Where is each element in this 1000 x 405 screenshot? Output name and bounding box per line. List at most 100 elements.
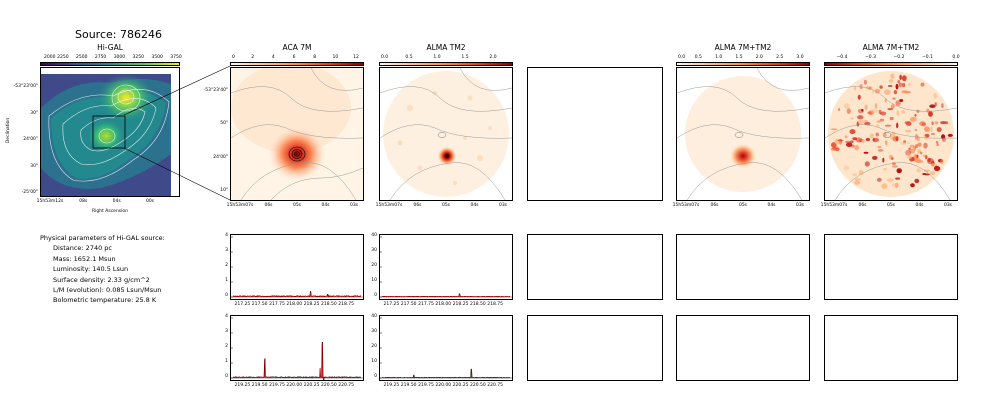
residual-blob [895,100,901,106]
resid-colorbar [824,62,958,66]
residual-blob [870,109,878,113]
residual-blob [931,121,934,125]
colorbar-tick-label: 1.5 [735,55,743,60]
colorbar-tick-label: 0.0 [678,55,686,60]
source-info: Physical parameters of Hi-GAL source: Di… [40,233,165,306]
residual-blob [872,155,878,160]
residual-blob [863,151,869,154]
ra-tick-label: 03s [498,203,508,208]
y-tick-label: 1 [225,359,228,364]
ra-tick-label: 15h53m07s [375,203,403,208]
residual-blob [901,82,906,88]
ra-tick-label: 05s [886,203,896,208]
y-tick-label: 0 [374,293,377,298]
x-tick-label: 219.75 [269,383,285,388]
residual-blob [936,127,942,133]
residual-blob [879,118,885,122]
ra-tick-label: 15h53m07s [820,203,848,208]
residual-blob [843,103,850,109]
ra-tick-label: 03s [943,203,953,208]
info-surface-density: Surface density: 2.33 g/cm^2 [53,275,150,284]
dec-tick-label: -25'00" [21,190,38,195]
residual-blob [924,136,928,141]
aca-colorbar [230,62,364,66]
x-tick-label: 220.25 [303,383,320,388]
residual-blob [888,154,894,160]
residual-blob [933,165,941,172]
spec1-tm2-plot [380,236,512,298]
x-tick-label: 217.75 [269,302,285,307]
info-distance: Distance: 2740 pc [53,244,112,253]
tm2-title: ALMA TM2 [426,43,466,52]
residual-blob [924,126,930,132]
residual-blob [909,148,915,154]
ra-tick-label: 04s [321,203,330,208]
residual-blob [901,75,907,82]
colorbar-tick-label: 1.0 [433,55,441,60]
residual-blob [830,128,838,131]
colorbar-tick-label: 2.5 [776,55,784,60]
residual-blob [917,142,922,147]
colorbar-tick-label: 2.0 [755,55,763,60]
residual-blob [927,157,931,162]
colorbar-tick-label: −0.3 [865,55,876,60]
residual-blob [852,137,858,141]
aca-dec-ticks: -53°23'40" 50" 24'00" 10" [198,67,229,201]
spectrum-line-red [232,295,362,298]
y-tick-label: 3 [225,248,228,253]
x-tick-label: 217.50 [400,302,417,307]
residual-blob [935,140,939,144]
residual-blob [876,120,881,123]
residual-blob [864,161,870,167]
info-lm-ratio: L/M (evolution): 0.085 Lsun/Msun [53,286,162,295]
colorbar-tick-label: −0.1 [922,55,933,60]
x-tick-label: 220.00 [286,383,303,388]
ra-tick-label: 03s [349,203,359,208]
residual-blob [844,135,848,139]
residual-blob [853,86,857,91]
residual-blob [922,173,927,175]
ra-tick-label: 05s [441,203,451,208]
colorbar-tick-label: 3.0 [796,55,804,60]
residual-blob [887,108,893,111]
higal-dec-ticks: -53°23'00" 30" 24'00" 30" -25'00" [4,67,39,197]
y-tick-label: 0 [374,374,377,379]
y-tick-label: 2 [225,263,228,268]
residual-blob [861,109,864,112]
colorbar-tick-label: 0.5 [694,55,702,60]
x-tick-label: 217.75 [418,302,434,307]
residual-blob [879,85,883,89]
x-tick-label: 220.50 [320,383,337,388]
dec-tick-label: 50" [220,121,228,127]
x-tick-label: 219.50 [400,383,417,388]
y-tick-label: 4 [225,233,228,238]
x-tick-label: 220.25 [452,383,469,388]
residual-blob [940,121,947,125]
residual-blob [905,149,912,156]
colorbar-tick-label: 2250 [57,55,69,60]
spectrum-line [381,368,511,379]
colorbar-tick-label: 3750 [170,55,182,60]
x-tick-label: 220.75 [338,383,355,388]
ra-tick-label: 06s [413,203,422,208]
residual-blob [914,178,920,184]
residual-blob [893,90,897,95]
spec2-aca-plot [231,317,363,384]
ra-tick-label: 00s [145,199,155,204]
ra-tick-label: 03s [795,203,805,208]
spectrum-line [232,341,362,384]
residual-blob [896,110,900,116]
colorbar-tick-label: 2000 [44,55,56,60]
ra-tick-label: 04s [767,203,776,208]
comb-colorbar [676,62,810,66]
higal-xlabel: Right Ascension [92,209,128,214]
colorbar-tick-label: 1.0 [715,55,723,60]
residual-blob [901,110,906,114]
dec-tick-label: 10" [220,188,228,193]
residual-blob [882,157,885,163]
residual-blob [934,121,939,125]
x-tick-label: 219.75 [418,383,434,388]
x-tick-label: 218.75 [487,302,504,307]
x-tick-label: 218.50 [320,302,337,307]
residual-blob [896,122,899,129]
